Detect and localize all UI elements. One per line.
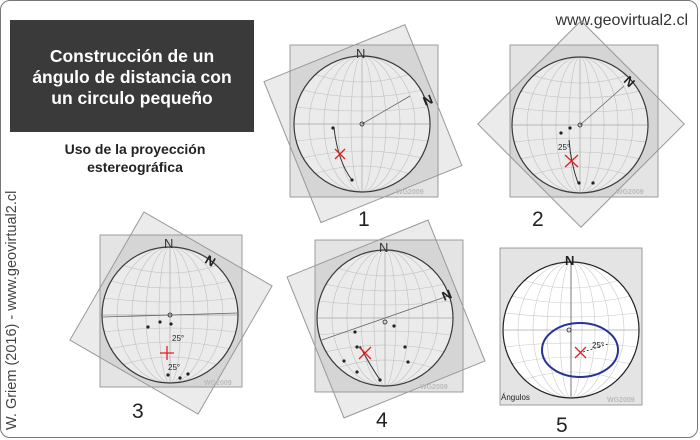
panel-2: 25° N WG2009 2 bbox=[477, 20, 685, 231]
panel-2-number: 2 bbox=[532, 208, 544, 231]
panel-5-watermark: WG2009 bbox=[607, 397, 635, 404]
title-box: Construcción de un ángulo de distancia c… bbox=[10, 20, 254, 132]
panel-4: N N WG2009 4 bbox=[286, 219, 486, 432]
panel-4-watermark: WG2009 bbox=[420, 384, 448, 391]
panel-5-north-label: N bbox=[565, 253, 574, 268]
panel-5: 25° N Ángulos WG2009 5 bbox=[499, 247, 643, 437]
title: Construcción de un ángulo de distancia c… bbox=[32, 46, 232, 108]
panel-1-watermark: WG2009 bbox=[396, 189, 424, 196]
panel-5-angle-label: 25° bbox=[592, 341, 604, 350]
panel-1: N N WG2009 1 bbox=[263, 24, 463, 231]
panel-1-number: 1 bbox=[358, 208, 370, 231]
panel-4-north-label: N bbox=[379, 240, 388, 255]
panel-4-overlay bbox=[286, 219, 486, 419]
panel-3: 25° 25° N N WG2009 3 bbox=[69, 211, 273, 423]
subtitle: Uso de la proyección estereográfica bbox=[64, 141, 206, 175]
panel-3-number: 3 bbox=[132, 400, 144, 423]
website-url: www.geovirtual2.cl bbox=[555, 12, 689, 29]
panel-3-watermark: WG2009 bbox=[204, 380, 232, 387]
panel-4-number: 4 bbox=[376, 409, 388, 432]
small-circle bbox=[541, 322, 619, 378]
panel-2-angle-label: 25° bbox=[558, 143, 570, 152]
panel-3-angle-label-1: 25° bbox=[172, 334, 184, 343]
panel-3-angle-label-2: 25° bbox=[168, 363, 180, 372]
panel-5-caption: Ángulos bbox=[501, 393, 530, 402]
panel-1-north-label: N bbox=[356, 46, 365, 61]
panel-5-number: 5 bbox=[556, 414, 568, 437]
panel-2-watermark: WG2009 bbox=[616, 189, 644, 196]
panel-3-north-label: N bbox=[164, 236, 173, 251]
